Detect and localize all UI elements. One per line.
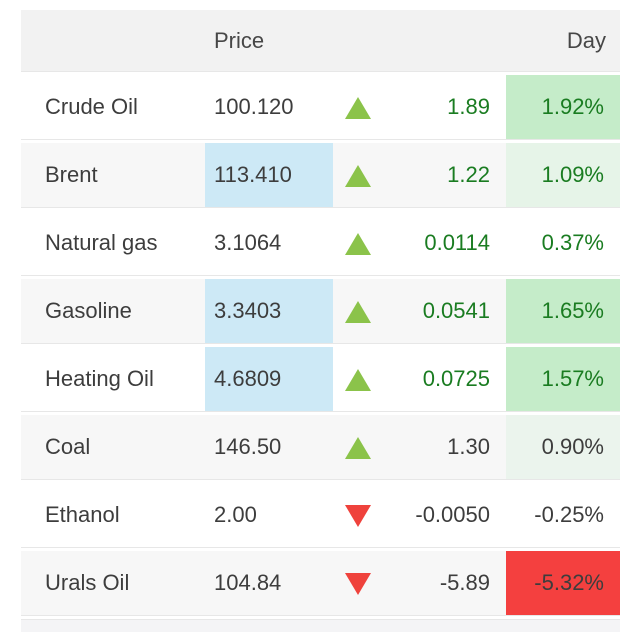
price-value: 146.50 bbox=[205, 415, 333, 480]
table-row-urals-oil[interactable]: Urals Oil 104.84 -5.89 -5.32% bbox=[21, 551, 620, 616]
table-row-heating-oil[interactable]: Heating Oil 4.6809 0.0725 1.57% bbox=[21, 347, 620, 412]
change-value: -5.89 bbox=[383, 551, 506, 616]
commodity-name: Coal bbox=[21, 415, 205, 480]
price-value: 113.410 bbox=[205, 143, 333, 208]
change-value: 1.89 bbox=[383, 75, 506, 140]
up-arrow-icon bbox=[345, 233, 371, 256]
up-arrow-icon bbox=[345, 301, 371, 324]
day-percent: -0.25% bbox=[506, 483, 620, 548]
change-value: 1.30 bbox=[383, 415, 506, 480]
day-percent: 1.09% bbox=[506, 143, 620, 208]
table-row-natural-gas[interactable]: Natural gas 3.1064 0.0114 0.37% bbox=[21, 211, 620, 276]
commodity-name: Gasoline bbox=[21, 279, 205, 344]
price-value: 2.00 bbox=[205, 483, 333, 548]
price-value: 100.120 bbox=[205, 75, 333, 140]
table-row-crude-oil[interactable]: Crude Oil 100.120 1.89 1.92% bbox=[21, 75, 620, 140]
commodity-name: Urals Oil bbox=[21, 551, 205, 616]
change-value: 0.0114 bbox=[383, 211, 506, 276]
price-value: 4.6809 bbox=[205, 347, 333, 412]
day-percent: 1.57% bbox=[506, 347, 620, 412]
table-row-gasoline[interactable]: Gasoline 3.3403 0.0541 1.65% bbox=[21, 279, 620, 344]
change-value: -0.0050 bbox=[383, 483, 506, 548]
commodities-table: Price Day Crude Oil 100.120 1.89 1.92% B… bbox=[21, 7, 620, 619]
commodity-name: Natural gas bbox=[21, 211, 205, 276]
commodity-name: Crude Oil bbox=[21, 75, 205, 140]
header-arrow-blank bbox=[333, 10, 383, 72]
table-row-ethanol[interactable]: Ethanol 2.00 -0.0050 -0.25% bbox=[21, 483, 620, 548]
down-arrow-icon bbox=[345, 573, 371, 596]
up-arrow-icon bbox=[345, 165, 371, 188]
day-percent: 0.90% bbox=[506, 415, 620, 480]
change-value: 0.0725 bbox=[383, 347, 506, 412]
change-value: 1.22 bbox=[383, 143, 506, 208]
next-row-partial bbox=[21, 619, 620, 632]
day-percent: 1.92% bbox=[506, 75, 620, 140]
table-row-coal[interactable]: Coal 146.50 1.30 0.90% bbox=[21, 415, 620, 480]
up-arrow-icon bbox=[345, 369, 371, 392]
down-arrow-icon bbox=[345, 505, 371, 528]
price-value: 104.84 bbox=[205, 551, 333, 616]
commodity-name: Ethanol bbox=[21, 483, 205, 548]
day-percent: 0.37% bbox=[506, 211, 620, 276]
commodity-name: Heating Oil bbox=[21, 347, 205, 412]
commodity-name: Brent bbox=[21, 143, 205, 208]
day-percent: -5.32% bbox=[506, 551, 620, 616]
header-name-blank bbox=[21, 10, 205, 72]
header-price: Price bbox=[205, 10, 333, 72]
day-percent: 1.65% bbox=[506, 279, 620, 344]
header-change-blank bbox=[383, 10, 506, 72]
table-row-brent[interactable]: Brent 113.410 1.22 1.09% bbox=[21, 143, 620, 208]
header-row: Price Day bbox=[21, 10, 620, 72]
price-value: 3.1064 bbox=[205, 211, 333, 276]
up-arrow-icon bbox=[345, 437, 371, 460]
price-value: 3.3403 bbox=[205, 279, 333, 344]
change-value: 0.0541 bbox=[383, 279, 506, 344]
up-arrow-icon bbox=[345, 97, 371, 120]
header-day: Day bbox=[506, 10, 620, 72]
